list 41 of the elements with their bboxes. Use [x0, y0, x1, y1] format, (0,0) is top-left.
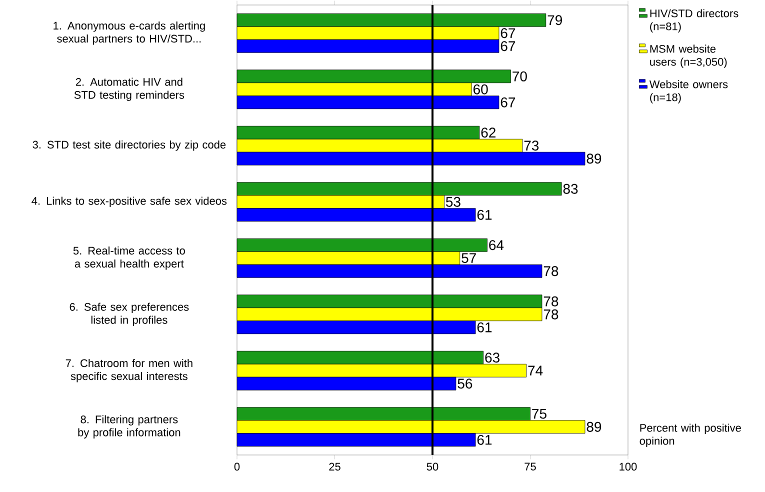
y-tick-label: 6. Safe sex preferences listed in profiles	[70, 302, 189, 326]
data-label: 89	[586, 154, 602, 164]
y-tick-label: 5. Real-time access to a sexual health expert	[73, 246, 185, 270]
y-tick-label: 8. Filtering partners by profile information	[78, 415, 180, 438]
y-tick-label: 3. STD test site directories by zip code	[32, 140, 226, 151]
data-label: 57	[462, 253, 476, 264]
x-tick-label: 50	[426, 462, 438, 471]
data-label: 61	[477, 322, 492, 332]
data-label: 56	[458, 378, 472, 389]
x-tick-label: 100	[620, 462, 637, 471]
data-label: 75	[532, 408, 546, 419]
legend-label: Website owners (n=18)	[649, 80, 728, 104]
data-label: 67	[500, 41, 516, 52]
data-label: 70	[512, 71, 527, 82]
data-label: 73	[524, 140, 539, 151]
data-label: 89	[586, 422, 602, 432]
data-label: 53	[446, 196, 460, 207]
x-tick-label: 75	[524, 462, 536, 470]
data-label: 67	[500, 97, 516, 108]
data-label: 67	[500, 28, 516, 38]
data-label: 78	[544, 266, 558, 276]
data-label: 60	[474, 84, 488, 94]
data-label: 63	[485, 352, 500, 363]
text: Percent with positive opinion	[640, 424, 741, 447]
y-tick-label: 2. Automatic HIV and STD testing reminders	[74, 78, 184, 101]
data-label: 78	[544, 309, 558, 320]
x-tick-label: 0	[234, 462, 240, 471]
data-label: 62	[481, 128, 496, 138]
y-tick-label: 1. Anonymous e-cards alerting sexual partners to HIV/STD...	[54, 22, 205, 45]
data-label: 61	[477, 210, 492, 220]
data-label: 74	[528, 366, 543, 376]
legend-label: HIV/STD directors (n=81)	[650, 9, 738, 32]
x-tick-label: 25	[329, 462, 340, 471]
data-label: 78	[544, 296, 558, 306]
legend-label: MSM website users (n=3,050)	[650, 44, 727, 68]
data-label: 64	[489, 240, 504, 250]
y-tick-label: 4. Links to sex-positive safe sex videos	[32, 196, 227, 207]
y-tick-label: 7. Chatroom for men with specific sexual interests	[66, 358, 192, 382]
data-label: 83	[563, 184, 578, 194]
data-label: 61	[477, 434, 492, 445]
data-label: 79	[548, 15, 562, 26]
